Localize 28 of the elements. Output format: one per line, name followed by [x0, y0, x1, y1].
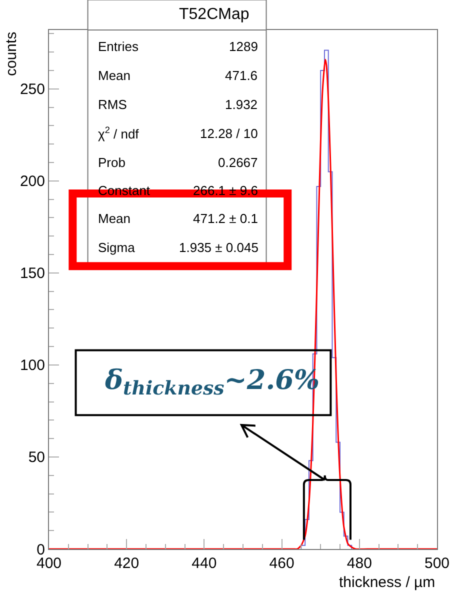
y-tick-label: 100 [20, 357, 45, 374]
x-tick-label: 500 [424, 555, 450, 572]
annotation: Sigma [98, 240, 136, 255]
annotation: Prob [98, 155, 126, 170]
annotation: Mean [98, 211, 131, 226]
annotation: 1289 [229, 39, 258, 54]
annotation: 471.6 [225, 68, 258, 83]
text: T52CMap [179, 6, 250, 23]
annotation: RMS [98, 97, 128, 112]
annotation: 471.2 ± 0.1 [193, 211, 258, 226]
y-tick-label: 200 [20, 173, 45, 190]
line-series [49, 58, 437, 549]
x-tick-label: 460 [269, 555, 294, 572]
x-tick-label: 420 [114, 555, 140, 572]
x-tick-label: 440 [192, 555, 217, 572]
annotation: Mean [98, 68, 131, 83]
x-tick-label: 480 [346, 555, 372, 572]
annotation: Entries [98, 39, 139, 54]
x-axis-title: thickness / µm [339, 574, 436, 591]
annotation: 12.28 / 10 [200, 126, 258, 141]
y-tick-label: 50 [28, 449, 45, 466]
annotation: 1.932 [225, 97, 258, 112]
annotation: 0.2667 [218, 155, 258, 170]
y-axis-title: counts [3, 32, 20, 76]
y-tick-label: 150 [20, 265, 45, 282]
annotation: χ$^{2}$ / ndf [98, 125, 140, 142]
annotation: 1.935 ± 0.045 [179, 240, 258, 255]
y-tick-label: 250 [20, 81, 45, 98]
